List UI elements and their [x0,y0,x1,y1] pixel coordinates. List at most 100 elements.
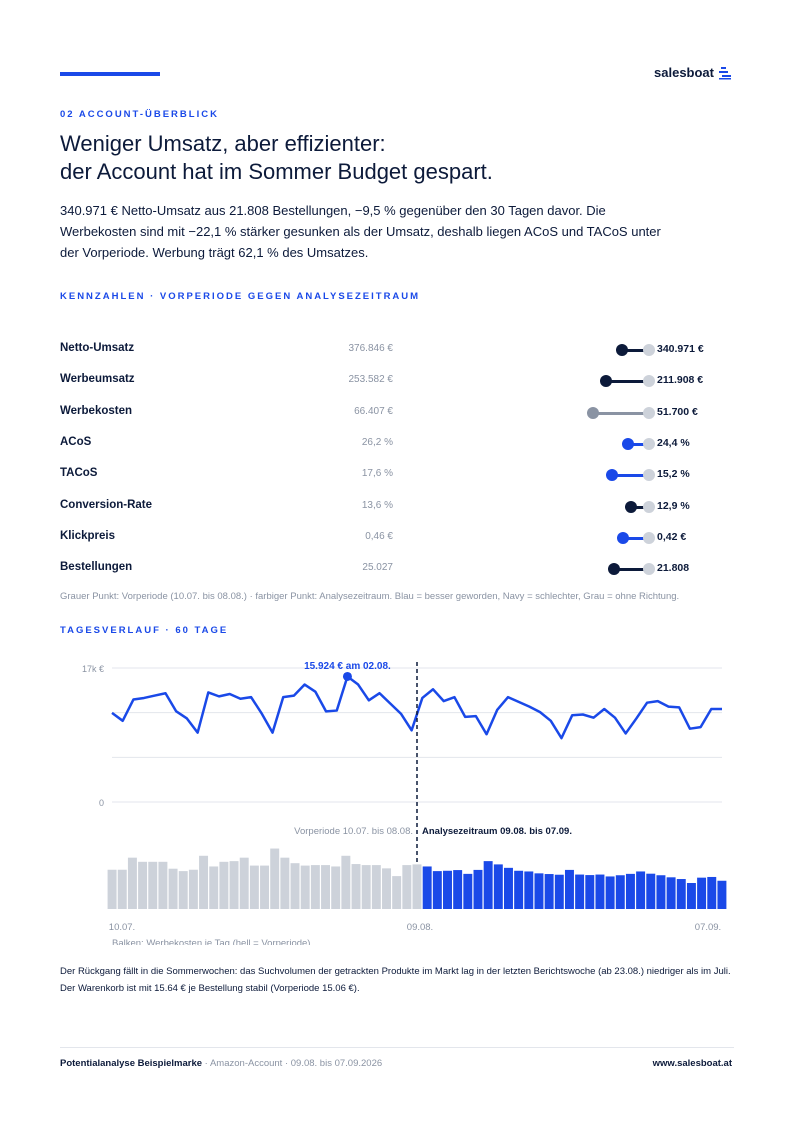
ad-cost-bar [656,875,666,909]
kpi-current-value: 51.700 € [657,405,698,418]
kpi-prev-value: 17,6 % [361,468,393,480]
kpi-row: Klickpreis 0,46 € 0,42 € [60,528,740,548]
ad-cost-bar [321,865,331,909]
ad-cost-bar [341,855,351,909]
ad-cost-bar [503,867,513,909]
ad-cost-bar [168,868,178,909]
trend-section-label: TAGESVERLAUF · 60 TAGE [60,625,229,636]
logo-text: salesboat [654,65,714,80]
kpi-prev-dot [643,437,655,450]
closing-paragraph: Der Rückgang fällt in die Sommerwochen: … [60,966,731,994]
ad-cost-bar [107,869,117,909]
ad-cost-bar [270,848,280,909]
kpi-name: Werbekosten [60,404,133,417]
kpi-section-label: KENNZAHLEN · VORPERIODE GEGEN ANALYSEZEI… [60,291,421,302]
header-accent-bar [60,72,160,76]
ad-cost-bar [615,875,625,909]
logo-waves-icon [719,66,731,79]
ad-cost-bar [605,876,615,909]
daily-trend-chart: 17k € 0 15.924 € am 02.08. Vorperiode 10.07… [82,661,727,945]
kpi-current-value: 211.908 € [657,374,704,387]
x-tick-label: 07.09. [695,922,721,933]
kpi-prev-dot [643,344,655,356]
peak-point [342,671,352,681]
ad-cost-bar [575,874,585,909]
kpi-current-value: 21.808 [657,562,690,575]
kpi-change-line [627,442,649,446]
kpi-current-dot [606,469,619,482]
ad-cost-bar [199,855,209,909]
kpi-name: Werbeumsatz [60,373,135,386]
kpi-legend-note: Grauer Punkt: Vorperiode (10.07. bis 08.… [60,591,680,602]
kpi-change-line [623,536,649,540]
kpi-prev-value: 13,6 % [361,499,393,511]
ad-cost-bar [697,877,707,909]
section-label: 02 ACCOUNT-ÜBERBLICK [60,109,219,120]
footer-divider [60,1047,734,1048]
ad-cost-bar [473,869,483,909]
ad-cost-bar [249,865,259,909]
kpi-prev-value: 253.582 € [348,374,394,386]
ad-cost-bar [290,863,300,909]
ad-cost-bar [544,874,554,909]
ad-cost-bar [138,861,148,909]
footer-url: www.salesboat.at [652,1058,732,1069]
ad-cost-bar [595,874,605,909]
kpi-change-line [593,411,649,415]
ad-cost-bar [463,873,473,909]
y-tick-label: 17k € [82,664,104,674]
ad-cost-bar [453,870,463,909]
ad-cost-bar [209,866,219,909]
ad-cost-bar [239,857,249,909]
kpi-prev-dot [643,531,655,544]
ad-cost-bar [351,864,361,909]
ad-cost-bar [636,871,646,909]
kpi-name: Netto-Umsatz [60,342,135,354]
kpi-row: Werbeumsatz 253.582 € 211.908 € [60,371,740,391]
kpi-name: Bestellungen [60,561,133,574]
ad-cost-bar [229,861,239,909]
ad-cost-bar [158,861,168,909]
kpi-prev-dot [643,500,655,513]
ad-cost-bar [707,876,717,909]
intro-paragraph: 340.971 € Netto-Umsatz aus 21.808 Bestel… [60,203,661,260]
kpi-prev-value: 376.846 € [348,343,394,354]
kpi-name: ACoS [60,435,92,448]
ad-cost-bar [524,871,534,909]
kpi-current-dot [615,344,628,356]
headline-line-2: der Account hat im Sommer Budget gespart… [60,159,493,184]
page-headline: Weniger Umsatz, aber effizienter: der Ac… [60,130,710,186]
ad-cost-bar [300,865,310,909]
ad-cost-bar [361,865,371,909]
ad-cost-bar [686,882,696,909]
bars-caption: Balken: Werbekosten je Tag (hell = Vorpe… [112,938,310,945]
kpi-prev-value: 66.407 € [354,405,393,417]
footer-brand-name: Potentialanalyse Beispielmarke [60,1058,203,1069]
ad-cost-bar [412,864,422,909]
ad-cost-bar [331,866,341,909]
ad-cost-bar [371,865,381,909]
peak-label: 15.924 € am 02.08. [304,661,391,672]
ad-cost-bar [188,869,198,909]
kpi-row: TACoS 17,6 % 15,2 % [60,465,740,485]
period-prev-label: Vorperiode 10.07. bis 08.08. [294,826,413,837]
ad-cost-bar [483,861,493,909]
ad-cost-bar [625,873,635,909]
footer-meta: · Amazon-Account · 09.08. bis 07.09.2026 [202,1058,383,1069]
kpi-change-line [631,505,649,509]
ad-cost-bar [493,864,503,909]
ad-cost-bar [219,861,229,909]
kpi-current-dot [600,375,613,388]
kpi-prev-dot [643,406,655,419]
ad-cost-bar [392,876,402,909]
ad-cost-bar [178,871,188,909]
kpi-name: Klickpreis [60,529,115,542]
ad-cost-bar [117,869,127,909]
x-tick-label: 10.07. [109,922,135,933]
period-current-label: Analysezeitraum 09.08. bis 07.09. [422,826,572,837]
kpi-change-line [621,349,649,352]
kpi-row: Werbekosten 66.407 € 51.700 € [60,403,740,423]
kpi-row: Conversion-Rate 13,6 % 12,9 % [60,497,740,517]
kpi-prev-value: 0,46 € [365,530,393,542]
ad-cost-bar [717,880,727,909]
